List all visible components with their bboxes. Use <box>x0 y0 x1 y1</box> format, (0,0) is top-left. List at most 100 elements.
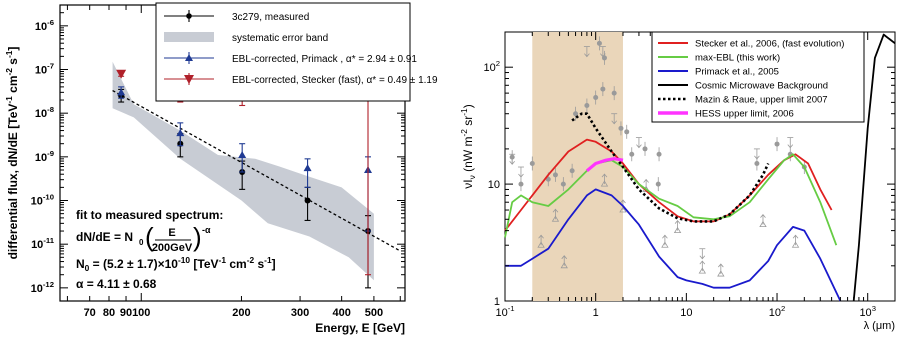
legend-label: systematic error band <box>232 33 328 44</box>
lower-limit-marker <box>661 241 669 248</box>
measurement-point <box>656 151 662 157</box>
lower-limit-head <box>792 234 799 239</box>
y-tick-label: 10-6 <box>35 18 54 33</box>
lower-limit-head <box>538 234 544 239</box>
legend-label: Cosmic Microwave Background <box>695 81 828 92</box>
upper-limit-head <box>600 53 606 58</box>
annotation-sub: 0 <box>139 238 144 247</box>
lower-limit-marker <box>717 270 725 277</box>
legend-marker <box>185 54 193 61</box>
lower-limit-head <box>561 255 568 260</box>
x-axis-title: Energy, E [GeV] <box>315 321 405 335</box>
annotation-paren: ) <box>193 222 202 252</box>
lower-limit-head <box>552 208 559 213</box>
measurement-point <box>596 40 602 46</box>
upper-limit-head <box>518 173 524 178</box>
measurement-point <box>618 125 624 131</box>
measurement-point <box>611 90 617 96</box>
primack-point <box>117 88 126 96</box>
legend-marker <box>186 13 192 19</box>
annotation-fit-formula: dN/dE = N <box>76 230 133 244</box>
lower-limit-marker <box>600 180 609 187</box>
lower-limit-marker <box>551 215 560 222</box>
legend-label: Primack et al., 2005 <box>695 67 779 78</box>
measurement-point <box>560 181 566 187</box>
hess-limit-curve <box>585 157 624 173</box>
x-tick-label: 80 <box>103 307 115 319</box>
annotation-alpha: α = 4.11 ± 0.68 <box>76 277 157 291</box>
lower-limit-marker <box>698 267 707 274</box>
legend-label: EBL-corrected, Stecker (fast), α* = 0.49… <box>232 75 438 86</box>
lower-limit-head <box>662 234 668 239</box>
measurement-point <box>584 103 590 109</box>
measurement-point <box>642 146 648 152</box>
annotation-fit-title: fit to measured spectrum: <box>76 208 223 222</box>
upper-limit-head <box>754 155 760 160</box>
measurement-point <box>655 181 661 187</box>
annotation-normalization: N0 = (5.2 ± 1.7)×10-10 [TeV-1 cm-2 s-1] <box>76 255 276 273</box>
measurement-point <box>569 168 575 174</box>
mazin-raue-limit-curve <box>571 112 770 223</box>
x-tick-label: 103 <box>859 304 876 319</box>
y-tick-label: 10-8 <box>35 105 55 120</box>
annotation-exponent: -α <box>202 225 211 235</box>
upper-limit-head <box>509 160 515 165</box>
max-ebl-curve <box>504 153 838 246</box>
lower-limit-marker <box>673 226 682 234</box>
annotation-numerator: E <box>168 227 175 239</box>
upper-limit-head <box>611 120 617 125</box>
x-tick-label: 10 <box>680 307 692 319</box>
measurement-point <box>529 161 535 167</box>
legend: 3c279, measured systematic error band EBL-… <box>155 2 438 102</box>
measurement-point <box>629 151 635 157</box>
legend-label: EBL-corrected, Primack , α* = 2.94 ± 0.9… <box>232 54 417 65</box>
y-tick-label: 102 <box>483 59 500 74</box>
annotation-paren: ( <box>145 222 154 252</box>
lower-limit-head <box>760 214 766 218</box>
y-tick-label: 1 <box>494 296 500 308</box>
legend-box <box>651 31 865 123</box>
left-chart: 10-12 10-11 10-10 10-9 10-8 10-7 10-6 70 80 90 100… <box>4 2 438 335</box>
lower-limit-head <box>643 178 649 183</box>
x-tick-label: 500 <box>365 307 383 319</box>
measurement-point <box>552 172 558 178</box>
x-tick-label: 300 <box>291 307 309 319</box>
x-axis-title: λ (μm) <box>864 320 895 332</box>
primack-curve <box>505 188 842 302</box>
y-tick-label: 10-7 <box>35 62 54 77</box>
y-tick-label: 10 <box>488 179 500 191</box>
upper-limit-head <box>584 53 590 58</box>
measurement-point <box>624 129 630 135</box>
primack-point <box>303 164 312 172</box>
x-tick-label: 10-1 <box>495 304 514 319</box>
upper-limit-head <box>699 255 706 260</box>
x-tick-label: 100 <box>132 307 150 319</box>
legend: Stecker et al., 2006, (fast evolution) ma… <box>651 31 865 123</box>
measurement-point <box>754 161 760 167</box>
lower-limit-marker <box>560 262 568 269</box>
upper-limit-head <box>636 144 642 149</box>
primack-point <box>238 151 247 159</box>
legend-marker <box>184 75 194 84</box>
x-tick-label: 1 <box>593 307 599 319</box>
y-tick-label: 10-10 <box>31 193 54 208</box>
legend-label: 3c279, measured <box>232 12 309 23</box>
x-tick-label: 70 <box>84 307 96 319</box>
shaded-region <box>532 32 623 301</box>
annotation-denominator: 200GeV <box>152 242 193 254</box>
lower-limit-marker <box>759 220 767 228</box>
measurement-point <box>600 86 606 92</box>
legend-label: max-EBL (this work) <box>695 53 780 64</box>
y-tick-label: 10-11 <box>31 236 55 251</box>
legend-swatch-band <box>164 32 214 42</box>
measured-point <box>304 197 311 204</box>
x-tick-label: 102 <box>769 304 786 319</box>
y-axis-title: differential flux, dN/dE [TeV-1 cm-2 s-1… <box>4 47 20 260</box>
lower-limit-head <box>718 263 724 268</box>
measurement-point <box>774 141 780 147</box>
measurement-point <box>518 181 524 187</box>
lower-limit-marker <box>619 206 627 213</box>
lower-limit-head <box>601 173 608 178</box>
